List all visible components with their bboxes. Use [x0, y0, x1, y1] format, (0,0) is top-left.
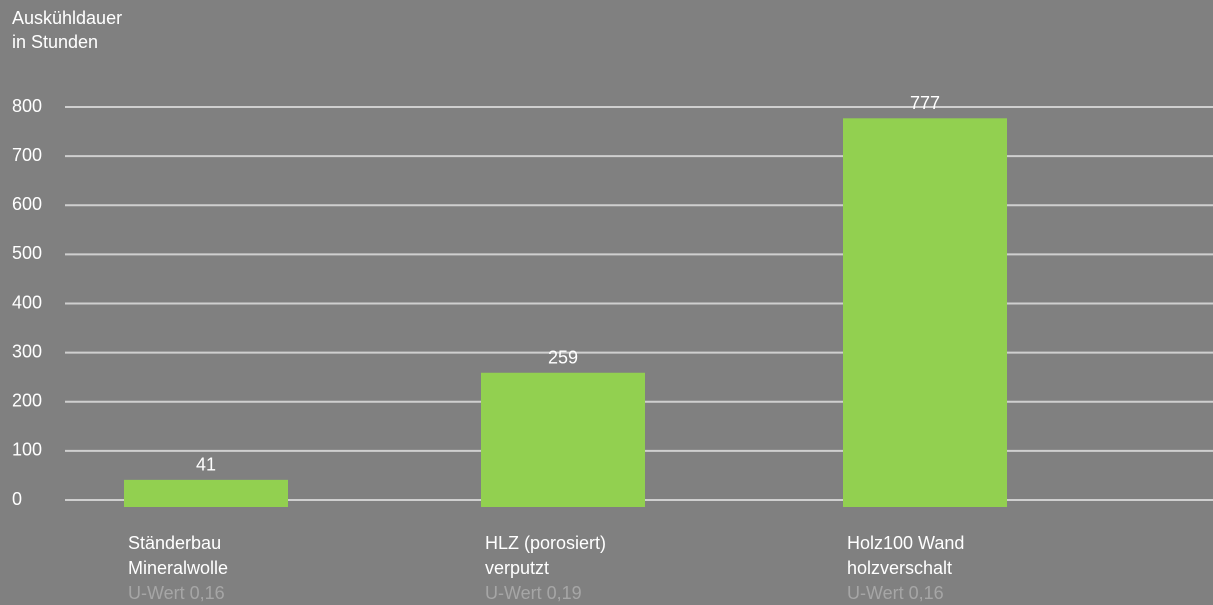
y-tick-label: 100: [12, 440, 42, 460]
x-tick-label: Mineralwolle: [128, 558, 228, 578]
y-axis-title: Auskühldauer: [12, 8, 122, 28]
y-tick-label: 0: [12, 489, 22, 509]
x-tick-label: verputzt: [485, 558, 549, 578]
bar: [843, 118, 1007, 507]
value-label: 777: [910, 93, 940, 113]
x-sublabel: U-Wert 0,16: [128, 583, 225, 603]
y-tick-label: 500: [12, 243, 42, 263]
y-axis-title: in Stunden: [12, 32, 98, 52]
bar: [481, 372, 645, 507]
y-tick-label: 400: [12, 292, 42, 312]
x-tick-label: HLZ (porosiert): [485, 533, 606, 553]
x-sublabel: U-Wert 0,19: [485, 583, 582, 603]
x-tick-label: holzverschalt: [847, 558, 952, 578]
y-tick-label: 700: [12, 145, 42, 165]
y-tick-label: 200: [12, 391, 42, 411]
x-tick-label: Holz100 Wand: [847, 533, 964, 553]
value-label: 259: [548, 348, 578, 368]
y-tick-label: 300: [12, 341, 42, 361]
y-tick-label: 600: [12, 194, 42, 214]
x-sublabel: U-Wert 0,16: [847, 583, 944, 603]
x-tick-label: Ständerbau: [128, 533, 221, 553]
value-label: 41: [196, 455, 216, 475]
bar: [124, 479, 288, 507]
y-tick-label: 800: [12, 96, 42, 116]
